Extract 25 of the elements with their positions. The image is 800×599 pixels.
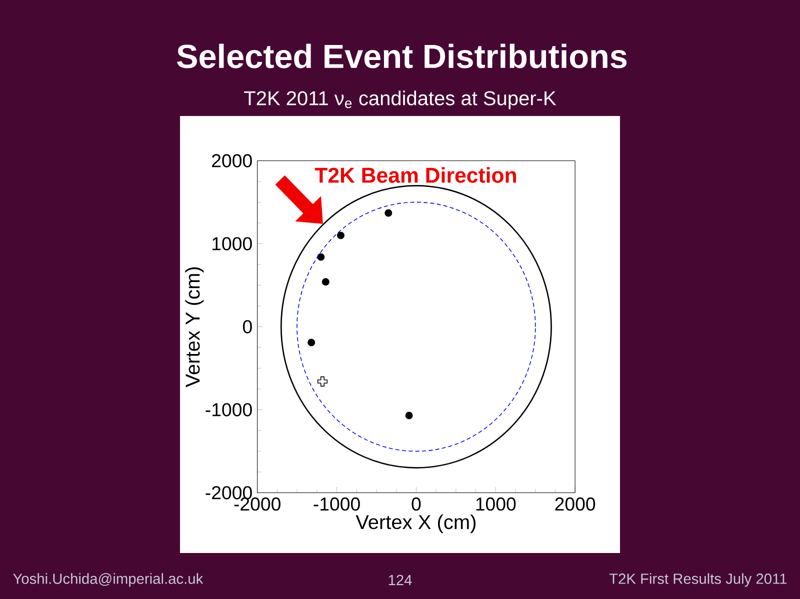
point: [384, 209, 392, 217]
x-tick-label: -1000: [314, 497, 360, 511]
y-tick-label: 1000: [212, 237, 252, 250]
chart-title: Selected Event Distributions: [176, 44, 627, 68]
point: [317, 376, 328, 387]
chart-subtitle: T2K 2011 ν$_{e}$ candidates at Super-K: [244, 90, 556, 110]
point: [322, 278, 330, 286]
text: 124: [388, 574, 412, 586]
y-tick-label: 0: [242, 320, 252, 334]
point: [405, 412, 413, 420]
annotation: T2K Beam Direction: [314, 167, 516, 183]
y-tick-label: 2000: [212, 154, 252, 168]
x-tick-label: 1000: [476, 497, 516, 511]
x-tick-label: 2000: [555, 497, 596, 511]
y-axis-title: Vertex Y (cm): [185, 267, 204, 388]
text: Yoshi.Uchida@imperial.ac.uk: [13, 573, 204, 587]
x-tick-label: 0: [412, 497, 421, 511]
point: [337, 232, 344, 240]
point: [317, 253, 325, 261]
x-tick-label: -2000: [234, 497, 280, 511]
text: T2K First Results July 2011: [609, 573, 787, 587]
y-tick-label: -2000: [206, 486, 252, 500]
y-tick-label: -1000: [206, 403, 252, 416]
x-axis-title: Vertex X (cm): [356, 514, 476, 534]
point: [308, 338, 316, 346]
